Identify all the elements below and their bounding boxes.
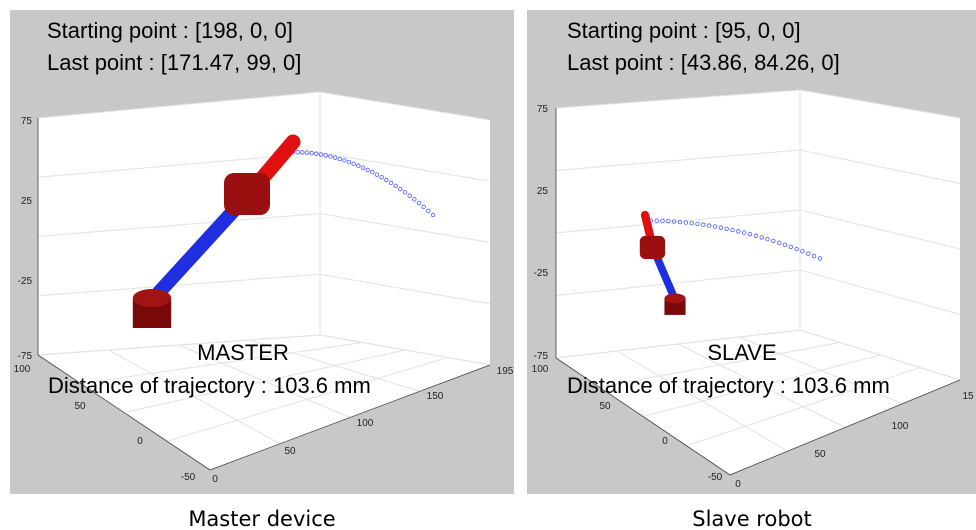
x-tick-label: 195 [497, 366, 514, 377]
distance: Distance of trajectory : 103.6 mm [48, 373, 371, 398]
last-point: Last point : [171.47, 99, 0] [47, 50, 301, 75]
distance: Distance of trajectory : 103.6 mm [567, 373, 890, 398]
y-tick-label: 50 [599, 401, 611, 412]
z-tick-label: -75 [534, 351, 549, 362]
starting-point: Starting point : [95, 0, 0] [567, 18, 801, 43]
y-tick-label: -50 [181, 472, 196, 483]
figure: Starting point : [198, 0, 0] Last point :… [0, 0, 976, 530]
last-point: Last point : [43.86, 84.26, 0] [567, 50, 840, 75]
z-tick-label: -25 [534, 268, 549, 279]
z-tick-label: -25 [18, 276, 33, 287]
joint [640, 236, 665, 259]
x-tick-label: 15 [962, 391, 974, 402]
caption: Master device [188, 507, 335, 530]
x-tick-label: 50 [284, 446, 296, 457]
x-tick-label: 100 [357, 418, 374, 429]
y-tick-label: 0 [662, 436, 668, 447]
y-tick-label: 50 [74, 401, 86, 412]
y-tick-label: -50 [708, 472, 723, 483]
y-tick-label: 100 [14, 364, 31, 375]
z-tick-label: 25 [537, 186, 549, 197]
z-tick-label: -75 [18, 351, 33, 362]
x-tick-label: 0 [735, 479, 741, 490]
z-tick-label: 75 [21, 116, 33, 127]
joint [224, 173, 270, 215]
panel-label: SLAVE [707, 340, 776, 365]
z-tick-label: 75 [537, 104, 549, 115]
base-top [664, 293, 685, 303]
y-tick-label: 100 [532, 364, 549, 375]
y-tick-label: 0 [137, 436, 143, 447]
x-tick-label: 50 [814, 449, 826, 460]
x-tick-label: 0 [212, 474, 218, 485]
z-tick-label: 25 [21, 196, 33, 207]
panel-label: MASTER [197, 340, 289, 365]
x-tick-label: 100 [892, 421, 909, 432]
base-top [133, 289, 171, 307]
starting-point: Starting point : [198, 0, 0] [47, 18, 293, 43]
caption: Slave robot [692, 507, 812, 530]
x-tick-label: 150 [427, 391, 444, 402]
